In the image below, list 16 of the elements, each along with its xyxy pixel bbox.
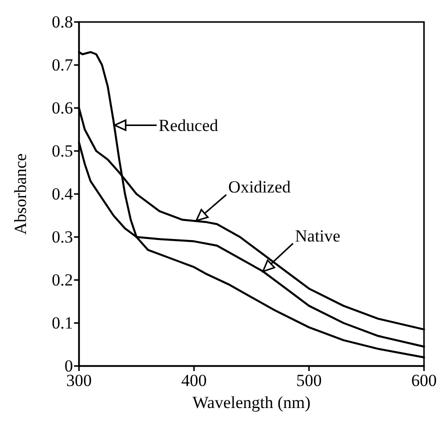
y-tick-label: 0.8 xyxy=(52,12,73,32)
x-tick-label: 500 xyxy=(296,371,322,390)
y-axis-title: Absorbance xyxy=(11,153,30,235)
y-tick-label: 0.2 xyxy=(52,270,73,290)
annotation: Reduced xyxy=(158,116,219,136)
y-tick-label: 0.6 xyxy=(52,98,73,118)
y-tick-label: 0.5 xyxy=(52,142,73,160)
x-tick-label: 400 xyxy=(181,371,207,390)
x-axis-title: Wavelength (nm) xyxy=(192,392,311,412)
x-tick-label: 600 xyxy=(411,371,437,390)
y-tick-label: 0.4 xyxy=(52,184,74,204)
y-tick-label: 0.3 xyxy=(52,228,73,246)
annotation: Oxidized xyxy=(228,178,292,197)
y-tick-label: 0.1 xyxy=(52,314,73,332)
annotation: Native xyxy=(295,226,340,246)
y-tick-label: 0.7 xyxy=(52,56,74,74)
